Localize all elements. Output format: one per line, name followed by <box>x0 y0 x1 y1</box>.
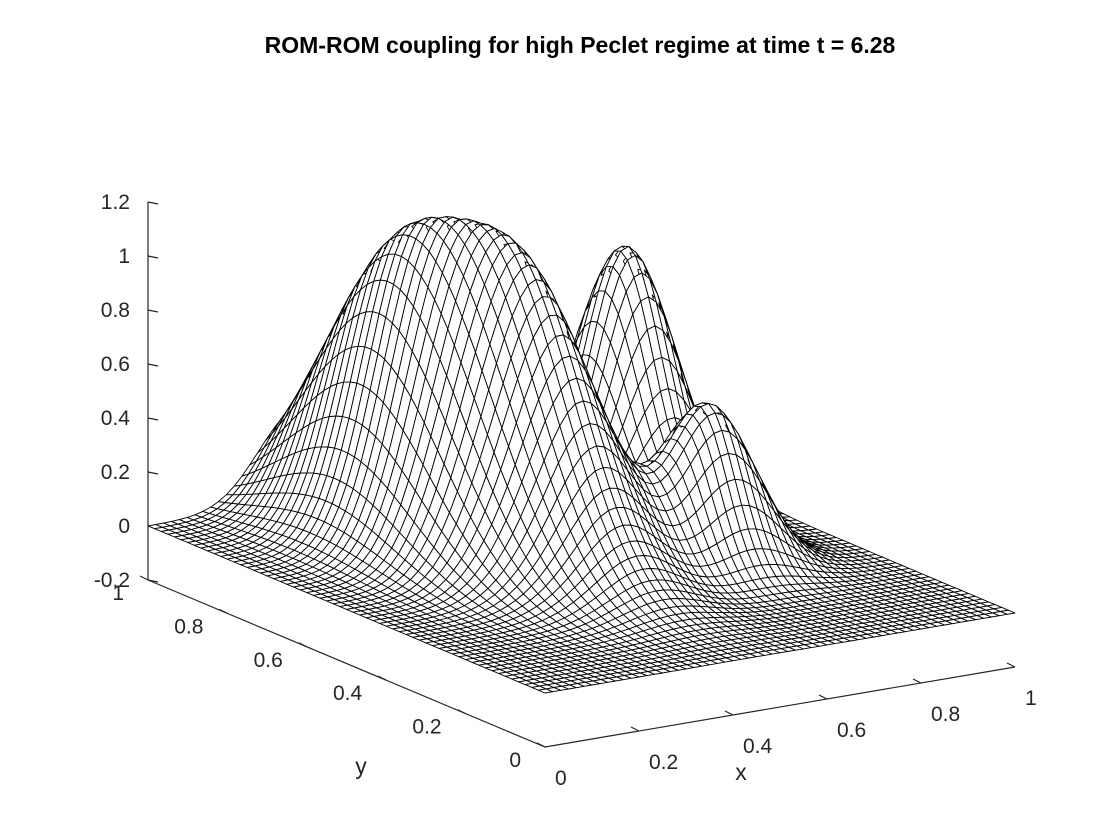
x-tick-label: 0.4 <box>743 735 773 758</box>
z-tick-label: -0.2 <box>94 569 130 592</box>
x-axis-line <box>544 666 1016 748</box>
y-tick-mark <box>219 608 228 614</box>
z-tick-mark <box>147 471 159 475</box>
axes: -0.2 0 0.2 0.4 0.6 0.8 1 1.2 0 0.2 0.4 0.6 0.8 1 0 0.2 0… <box>94 191 1037 790</box>
z-tick-label: 0.6 <box>101 353 130 376</box>
z-tick-label: 0.8 <box>101 299 130 322</box>
z-tick-mark <box>147 363 159 367</box>
x-tick-mark <box>630 726 640 732</box>
x-tick-label: 0.8 <box>931 703 960 726</box>
y-axis-label: y <box>355 753 367 779</box>
x-tick-mark <box>818 694 828 700</box>
x-axis-label: x <box>735 759 747 785</box>
z-tick-mark <box>147 417 159 421</box>
x-tick-mark <box>724 710 734 716</box>
z-tick-label: 1.2 <box>101 191 130 214</box>
x-tick-label: 0.6 <box>837 719 866 742</box>
chart-title: ROM-ROM coupling for high Peclet regime … <box>265 32 896 58</box>
surface-mesh <box>147 216 1016 694</box>
y-tick-mark <box>298 642 308 648</box>
y-tick-mark <box>377 675 387 681</box>
z-tick-mark <box>147 255 159 259</box>
z-tick-label: 1 <box>118 245 130 268</box>
x-tick-label: 0.2 <box>649 751 678 774</box>
y-axis-line <box>147 579 546 748</box>
y-tick-label: 1 <box>112 582 124 605</box>
y-tick-label: 0.8 <box>174 615 203 638</box>
x-tick-label: 0 <box>555 767 567 790</box>
y-tick-label: 0.4 <box>333 682 363 705</box>
y-tick-mark <box>139 575 149 581</box>
y-tick-label: 0 <box>509 749 521 772</box>
y-tick-label: 0.2 <box>412 716 441 739</box>
z-tick-label: 0.4 <box>101 407 131 430</box>
x-tick-mark <box>912 678 922 684</box>
x-tick-mark <box>536 742 546 748</box>
z-tick-label: 0.2 <box>101 461 130 484</box>
surface-quad <box>1000 609 1016 615</box>
z-tick-label: 0 <box>118 515 130 538</box>
y-tick-mark <box>457 709 466 715</box>
y-tick-label: 0.6 <box>254 649 283 672</box>
x-tick-mark <box>1006 662 1016 668</box>
x-tick-label: 1 <box>1025 687 1037 710</box>
z-tick-mark <box>147 201 159 205</box>
z-tick-mark <box>147 309 159 313</box>
